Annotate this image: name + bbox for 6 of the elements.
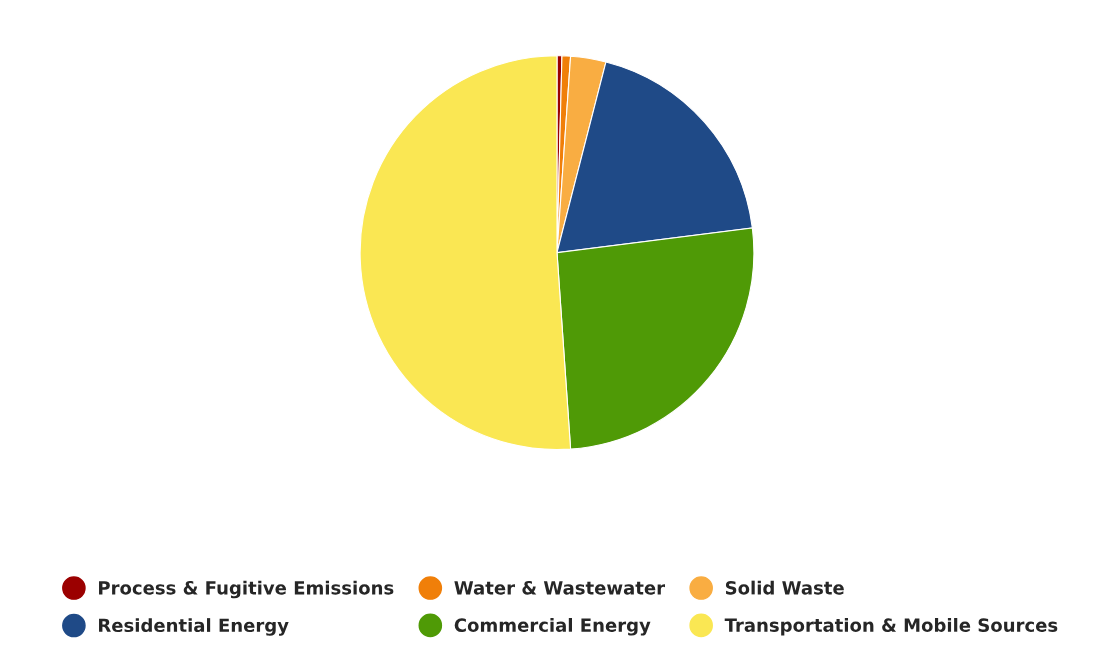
legend-label: Water & Wastewater xyxy=(454,580,665,595)
legend-label: Residential Energy xyxy=(99,618,289,636)
legend-label: Transportation & Mobile Sources xyxy=(724,617,1058,636)
legend-label: Process & Fugitive Emissions xyxy=(99,580,394,599)
legend-label: Commercial Energy xyxy=(454,617,651,636)
legend-label: Solid Waste xyxy=(725,580,844,595)
